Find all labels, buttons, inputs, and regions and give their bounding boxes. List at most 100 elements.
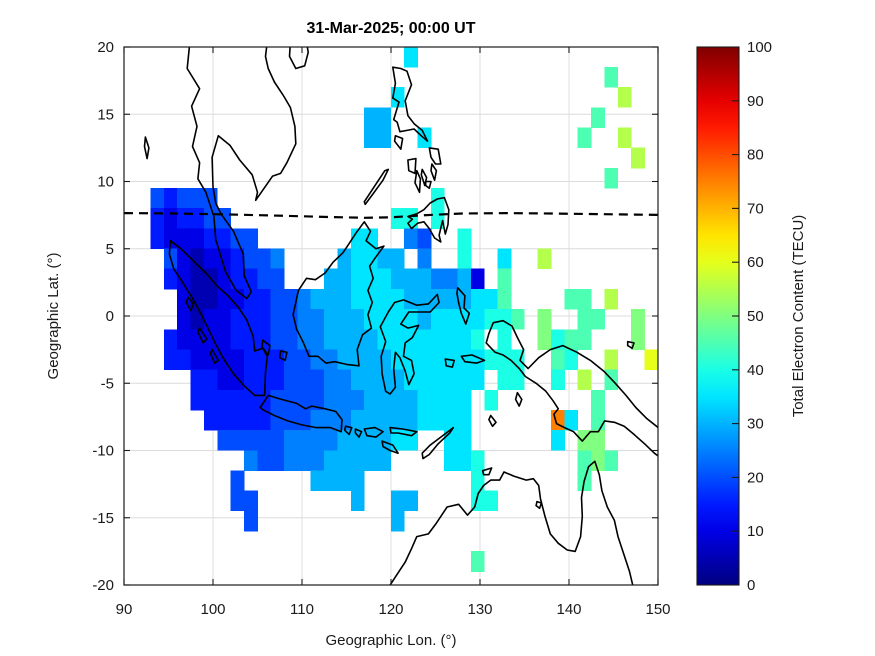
heat-cell (177, 349, 191, 370)
heat-cell (190, 369, 205, 391)
coastline-sumbawa (363, 426, 384, 438)
heat-cell (324, 268, 338, 290)
coastlines (143, 47, 658, 585)
heat-cell (350, 450, 365, 471)
heat-cell (244, 228, 258, 249)
heat-cell (444, 288, 458, 310)
heat-cell (337, 349, 352, 370)
heat-cell (604, 349, 619, 370)
heat-cell (417, 349, 432, 370)
coastline-panay (407, 157, 417, 175)
heat-cell (217, 329, 232, 350)
coastline-tanimbar (488, 414, 497, 428)
heat-cell (310, 430, 325, 451)
magnetic-equator-line (124, 211, 658, 219)
heat-cell (364, 450, 378, 471)
heat-cell (284, 309, 298, 330)
x-axis-label: Geographic Lon. (°) (325, 632, 456, 649)
heat-cell (310, 470, 325, 492)
heat-cell (217, 369, 232, 391)
heat-cell (230, 470, 245, 492)
x-tick-label: 140 (556, 601, 581, 618)
heat-cell (390, 268, 405, 290)
heat-cell (270, 450, 285, 471)
heat-cell (270, 369, 285, 391)
heat-cell (337, 369, 352, 391)
heat-cell (444, 389, 458, 411)
heat-cell (310, 410, 325, 431)
heat-cell (497, 369, 512, 391)
heat-cell (350, 369, 365, 391)
heat-cell (591, 450, 605, 471)
heat-cell (551, 329, 565, 350)
heat-cell (217, 228, 232, 249)
heat-cell (203, 208, 218, 229)
heat-cell (497, 329, 512, 350)
heat-cell (430, 208, 445, 229)
heat-cell (203, 309, 218, 330)
heat-cell (577, 288, 592, 310)
heat-cell (203, 329, 218, 350)
heat-cell (350, 490, 365, 512)
heat-cell (484, 389, 499, 411)
x-tick-labels: 90 100 110 120 130 140 150 (116, 601, 671, 618)
heat-cell (244, 349, 258, 370)
heat-cell (270, 248, 285, 270)
plot-area: 90 100 110 120 130 140 150 -20 -15 -10 -5 0 5 10 15 20 (92, 39, 670, 618)
heat-cell (190, 208, 205, 229)
coastline-siberut (197, 327, 208, 344)
heat-cell (604, 167, 619, 189)
heat-cell (577, 127, 592, 149)
heat-cell (417, 288, 432, 310)
heat-cell (377, 389, 392, 411)
heat-cell (470, 450, 485, 471)
heat-cell (430, 369, 445, 391)
coastline-admiralty-islet (626, 340, 635, 350)
heat-cell (190, 349, 205, 370)
heat-cell (190, 268, 205, 290)
heat-cell (284, 410, 298, 431)
colorbar-tick-label: 0 (747, 577, 755, 594)
coastline-leyte (430, 163, 438, 181)
heat-cell (564, 288, 579, 310)
heat-cell (297, 349, 312, 370)
heat-cell (284, 288, 298, 310)
heat-cell (404, 329, 418, 350)
heat-cell (244, 369, 258, 391)
heat-cell (537, 329, 552, 350)
heat-cell (324, 369, 338, 391)
heat-cell (163, 208, 178, 229)
heat-cell (564, 410, 579, 431)
coastline-bangka (261, 339, 271, 356)
heat-cell (350, 410, 365, 431)
coastline-melville (481, 467, 493, 476)
heat-cell (350, 309, 365, 330)
heat-cell (457, 329, 472, 350)
x-tick-label: 90 (116, 601, 133, 618)
heat-cell (310, 369, 325, 391)
heat-cell (444, 410, 458, 431)
heat-cell (497, 268, 512, 290)
heat-cell (310, 450, 325, 471)
heat-cell (217, 309, 232, 330)
coastline-aru (514, 391, 523, 407)
heat-cell (270, 349, 285, 370)
heat-cell (631, 329, 645, 350)
y-tick-label: 20 (97, 39, 114, 56)
heat-cell (497, 248, 512, 270)
heat-cell (457, 248, 472, 270)
coastline-mindoro (393, 135, 404, 150)
heat-cell (244, 309, 258, 330)
coastline-pagai (209, 348, 220, 364)
heat-cell (631, 147, 645, 169)
heat-cell (444, 268, 458, 290)
heat-cell (604, 288, 619, 310)
coastline-java (259, 394, 343, 433)
colorbar-tick-label: 40 (747, 362, 764, 379)
heat-cell (457, 228, 472, 249)
coastline-hainan (288, 47, 309, 70)
heat-cell (484, 288, 499, 310)
heat-cell (390, 410, 405, 431)
heat-cell (484, 490, 499, 512)
